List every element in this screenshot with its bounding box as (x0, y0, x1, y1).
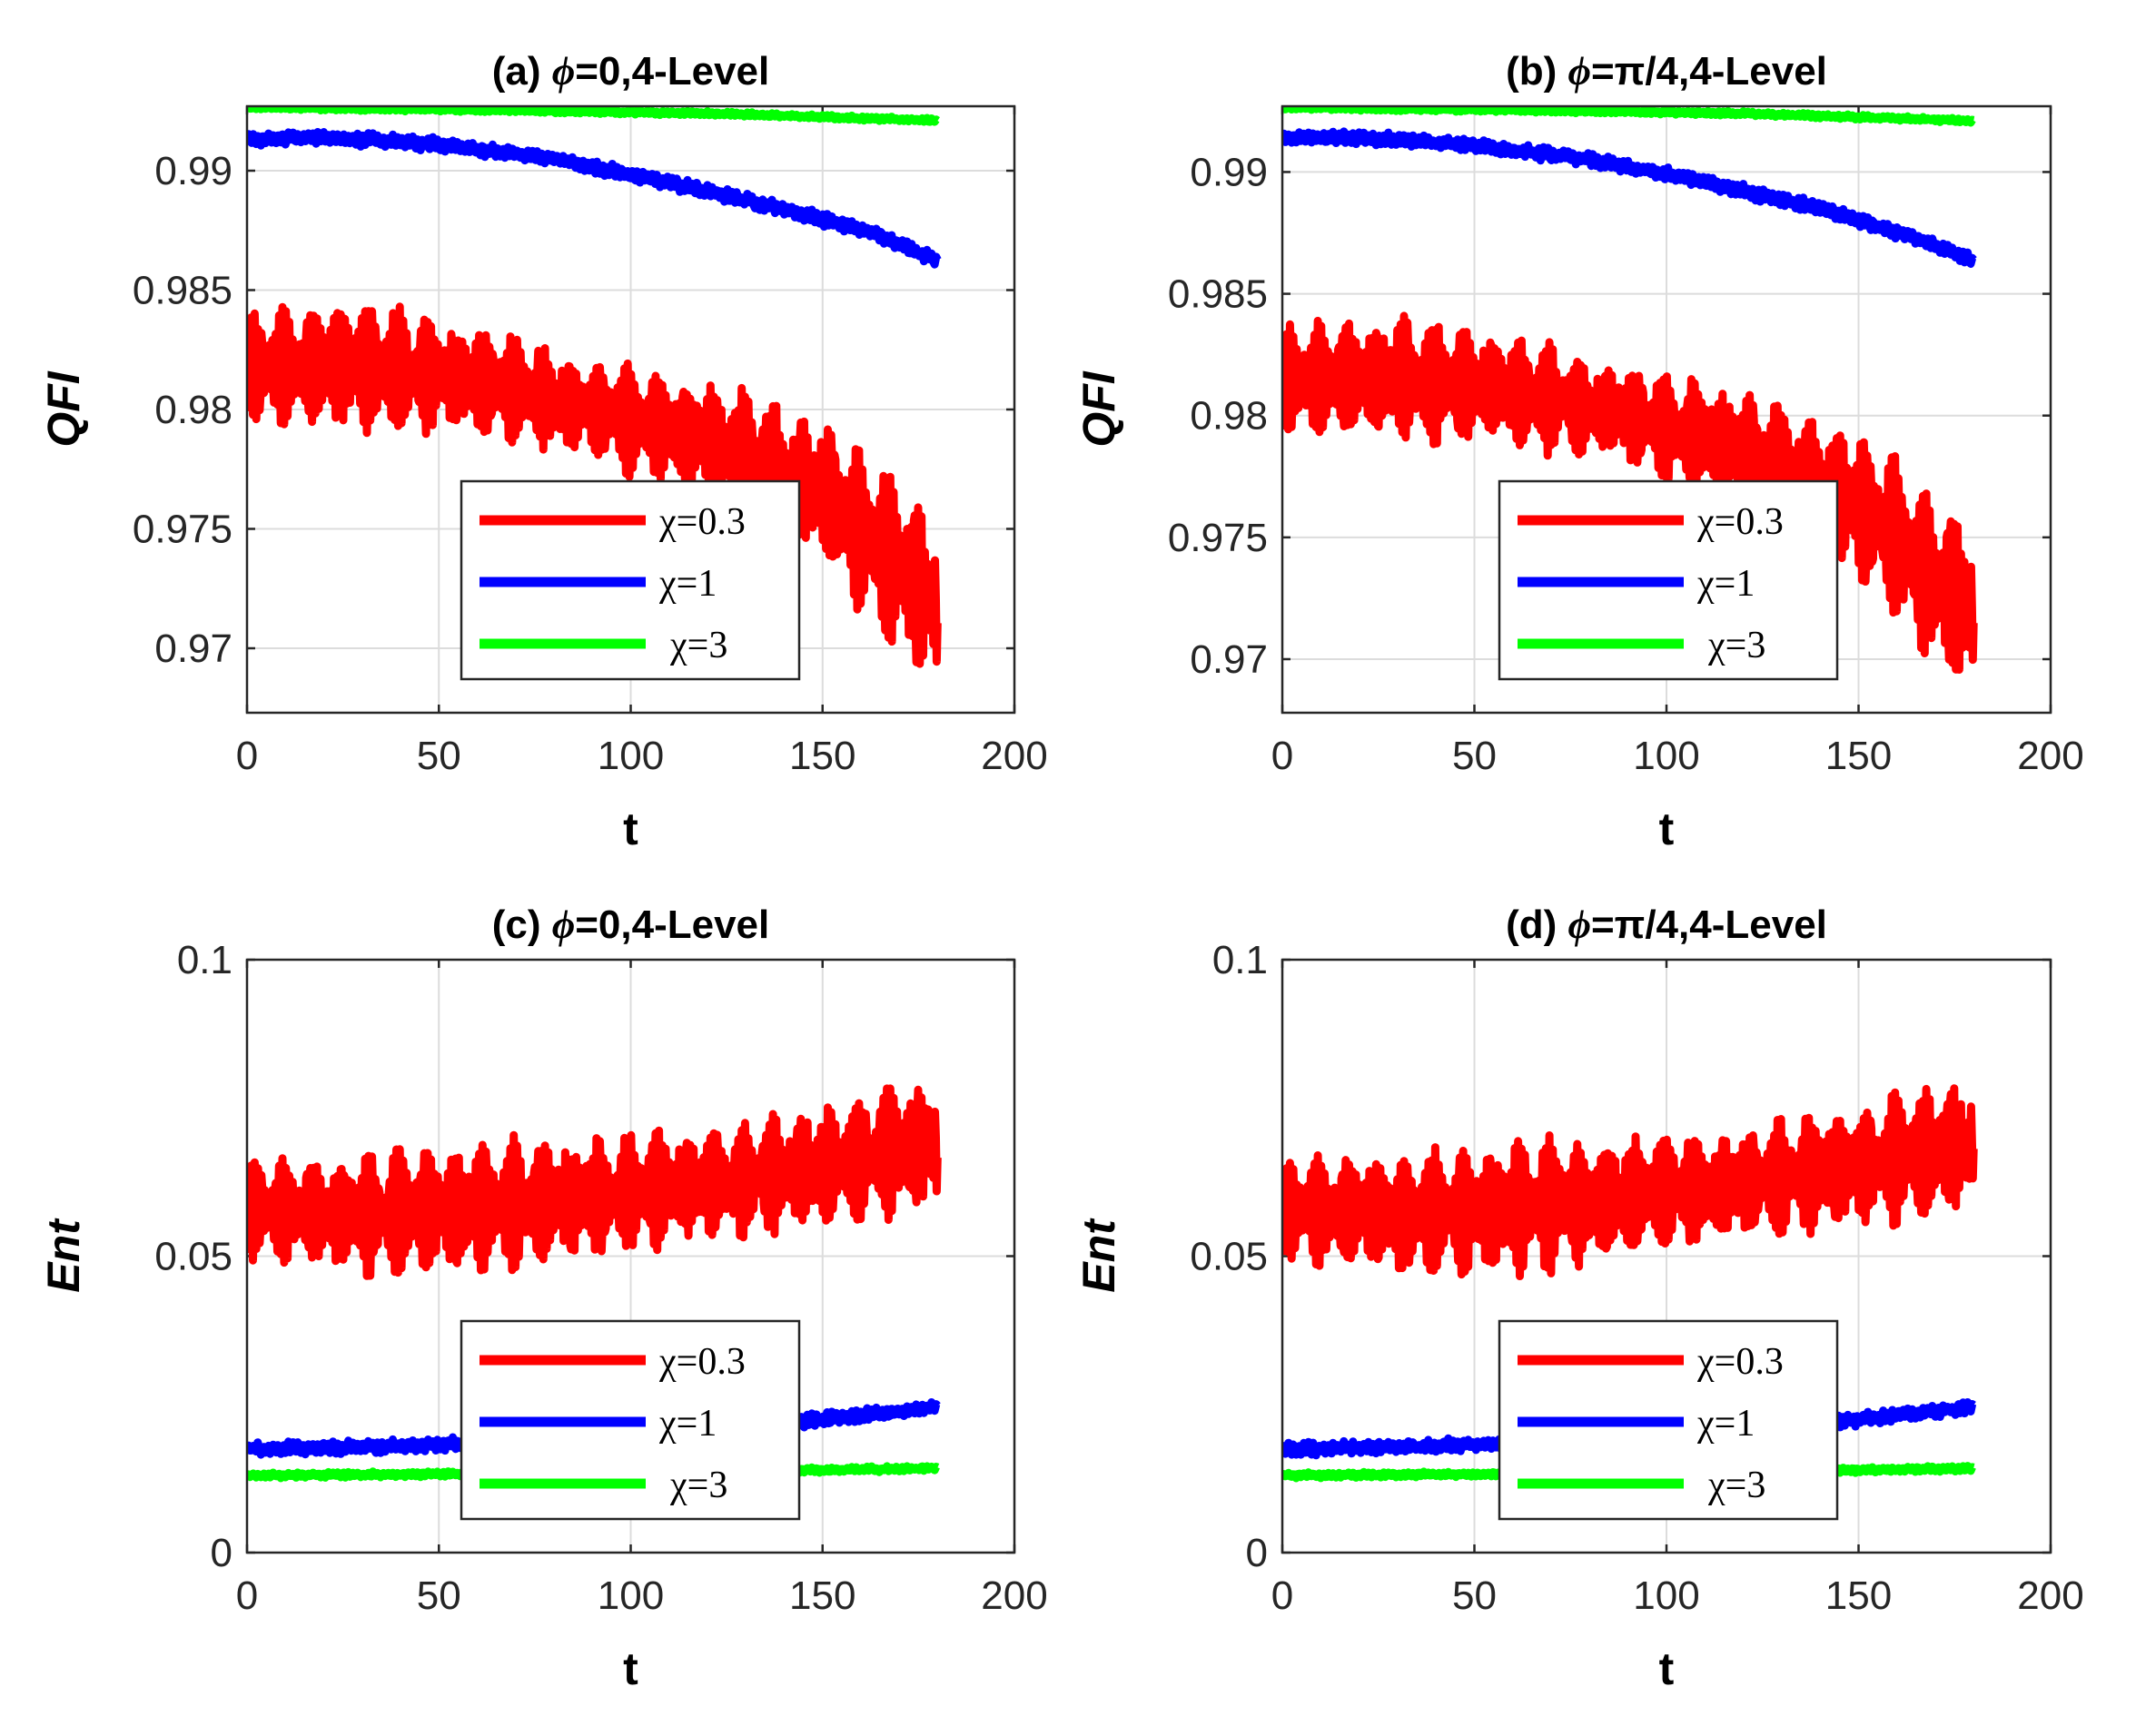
legend-label: χ=0.3 (658, 1341, 746, 1383)
chart-title: (d) ϕ=π/4,4-Level (1506, 903, 1827, 947)
legend-label: χ=3 (669, 625, 727, 666)
title-suffix: =π/4,4-Level (1591, 903, 1827, 947)
x-tick-label: 200 (981, 734, 1047, 778)
x-tick-label: 100 (1633, 1573, 1699, 1618)
plot-frame (245, 104, 1016, 715)
title-prefix: (d) (1506, 903, 1567, 947)
series-line-chi-3 (1282, 106, 1977, 127)
legend: χ=0.3 χ=1 χ=3 (1498, 479, 1839, 681)
y-tick-label: 0.975 (1168, 516, 1268, 560)
y-tick-label: 0 (1246, 1531, 1268, 1575)
legend-label: χ=0.3 (1696, 1341, 1784, 1383)
y-tick-label: 0.1 (177, 938, 232, 982)
legend-label: χ=3 (1707, 625, 1765, 666)
x-tick-label: 50 (1452, 734, 1497, 778)
y-tick-label: 0.05 (154, 1235, 232, 1279)
y-tick-label: 0 (211, 1531, 232, 1575)
legend: χ=0.3 χ=1 χ=3 (460, 479, 801, 681)
x-axis-label: t (623, 1643, 638, 1694)
x-axis-label: t (1659, 1643, 1675, 1694)
legend: χ=0.3 χ=1 χ=3 (460, 1319, 801, 1521)
chart-title: (a) ϕ=0,4-Level (492, 49, 770, 94)
y-tick-label: 0.985 (1168, 272, 1268, 317)
x-axis-label: t (623, 804, 638, 854)
title-phi: ϕ (552, 903, 575, 947)
title-phi: ϕ (552, 49, 575, 94)
legend: χ=0.3 χ=1 χ=3 (1498, 1319, 1839, 1521)
chart-title: (b) ϕ=π/4,4-Level (1506, 49, 1827, 94)
series-line-chi-0.3 (247, 302, 942, 668)
x-tick-label: 0 (1271, 734, 1293, 778)
panel-a: 0 50 100 150 200 0.97 0.975 0.98 0.985 0.99 (a) ϕ=… (38, 49, 1048, 854)
y-axis-label: QFI (38, 370, 89, 447)
y-tick-label: 0.97 (1190, 637, 1268, 682)
legend-label: χ=3 (1707, 1465, 1765, 1506)
x-tick-label: 0 (1271, 1573, 1293, 1618)
y-tick-label: 0.05 (1190, 1235, 1268, 1279)
x-tick-label: 200 (2017, 1573, 2083, 1618)
title-prefix: (a) (492, 49, 552, 94)
title-suffix: =0,4-Level (575, 49, 769, 94)
series-line-chi-1 (1282, 127, 1977, 268)
x-axis-label: t (1659, 804, 1675, 854)
series-line-chi-0.3 (1282, 1084, 1978, 1280)
y-axis-label: Ent (1073, 1218, 1124, 1293)
series-line-chi-1 (247, 128, 942, 269)
x-tick-label: 0 (236, 1573, 258, 1618)
title-suffix: =0,4-Level (575, 903, 769, 947)
x-tick-label: 50 (417, 1573, 461, 1618)
legend-label: χ=1 (1696, 563, 1755, 605)
x-tick-label: 100 (598, 734, 664, 778)
plot-frame (245, 958, 1016, 1554)
legend-label: χ=1 (658, 1403, 717, 1445)
y-axis-label: QFI (1073, 370, 1124, 447)
x-tick-label: 50 (417, 734, 461, 778)
plot-frame (1281, 104, 2052, 715)
chart-title: (c) ϕ=0,4-Level (492, 903, 770, 947)
legend-label: χ=0.3 (658, 501, 746, 543)
x-tick-label: 150 (789, 1573, 855, 1618)
x-tick-label: 50 (1452, 1573, 1497, 1618)
y-tick-label: 0.97 (154, 626, 232, 671)
x-tick-label: 200 (2017, 734, 2083, 778)
title-phi: ϕ (1567, 903, 1590, 947)
title-suffix: =π/4,4-Level (1591, 49, 1827, 94)
x-tick-label: 100 (598, 1573, 664, 1618)
series-line-chi-0.3 (1282, 311, 1978, 674)
y-tick-label: 0.98 (154, 388, 232, 432)
legend-label: χ=3 (669, 1465, 727, 1506)
legend-label: χ=1 (658, 563, 717, 605)
y-tick-label: 0.99 (1190, 150, 1268, 194)
series-line-chi-3 (247, 106, 941, 126)
x-tick-label: 100 (1633, 734, 1699, 778)
x-tick-label: 0 (236, 734, 258, 778)
x-tick-label: 150 (789, 734, 855, 778)
plot-frame (1281, 958, 2052, 1554)
y-tick-label: 0.975 (133, 507, 232, 551)
x-tick-label: 200 (981, 1573, 1047, 1618)
x-tick-label: 150 (1825, 734, 1892, 778)
y-tick-label: 0.99 (154, 149, 232, 193)
panel-c: 0 50 100 150 200 0 0.05 0.1 (c) ϕ=0,4-Level t Ent χ… (38, 903, 1048, 1694)
legend-label: χ=1 (1696, 1403, 1755, 1445)
y-tick-label: 0.985 (133, 269, 232, 313)
y-tick-label: 0.98 (1190, 394, 1268, 439)
title-prefix: (c) (492, 903, 552, 947)
x-tick-label: 150 (1825, 1573, 1892, 1618)
panel-d: 0 50 100 150 200 0 0.05 0.1 (d) ϕ=π/4,4-Level t En… (1073, 903, 2084, 1694)
panel-b: 0 50 100 150 200 0.97 0.975 0.98 0.985 0.99 (b) ϕ=… (1073, 49, 2084, 854)
series-line-chi-0.3 (247, 1084, 942, 1280)
y-tick-label: 0.1 (1212, 938, 1268, 982)
y-axis-label: Ent (38, 1218, 89, 1293)
title-phi: ϕ (1567, 49, 1590, 94)
title-prefix: (b) (1506, 49, 1567, 94)
legend-label: χ=0.3 (1696, 501, 1784, 543)
